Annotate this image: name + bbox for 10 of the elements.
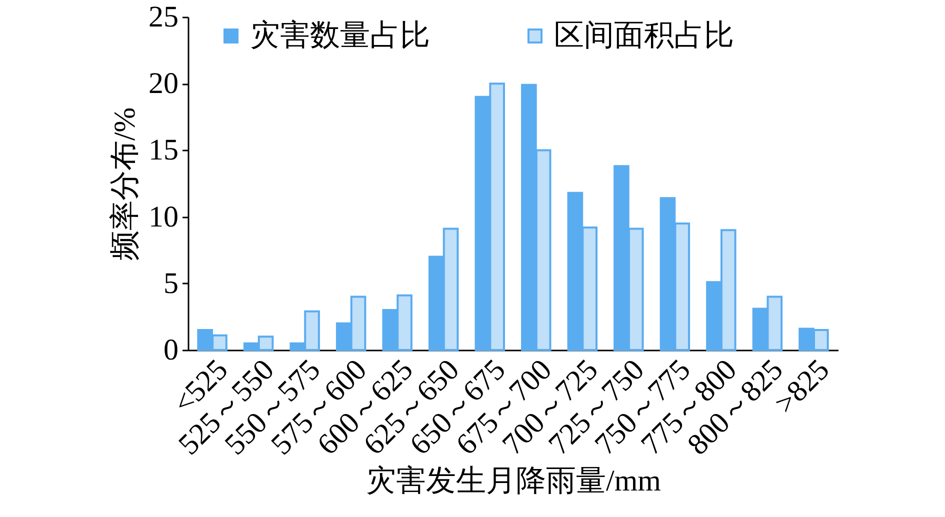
legend-label: 区间面积占比 — [554, 19, 734, 52]
y-tick-label: 20 — [148, 67, 178, 100]
x-axis-title: 灾害发生月降雨量/mm — [366, 464, 662, 498]
y-tick-label: 25 — [148, 0, 178, 34]
legend-label: 灾害数量占比 — [250, 19, 430, 52]
y-tick-label: 15 — [148, 134, 178, 167]
y-tick-label: 5 — [164, 266, 178, 300]
y-tick-label: 10 — [148, 200, 178, 234]
y-tick-label: 0 — [164, 334, 178, 366]
y-axis-title: 频率分布/% — [108, 107, 142, 261]
